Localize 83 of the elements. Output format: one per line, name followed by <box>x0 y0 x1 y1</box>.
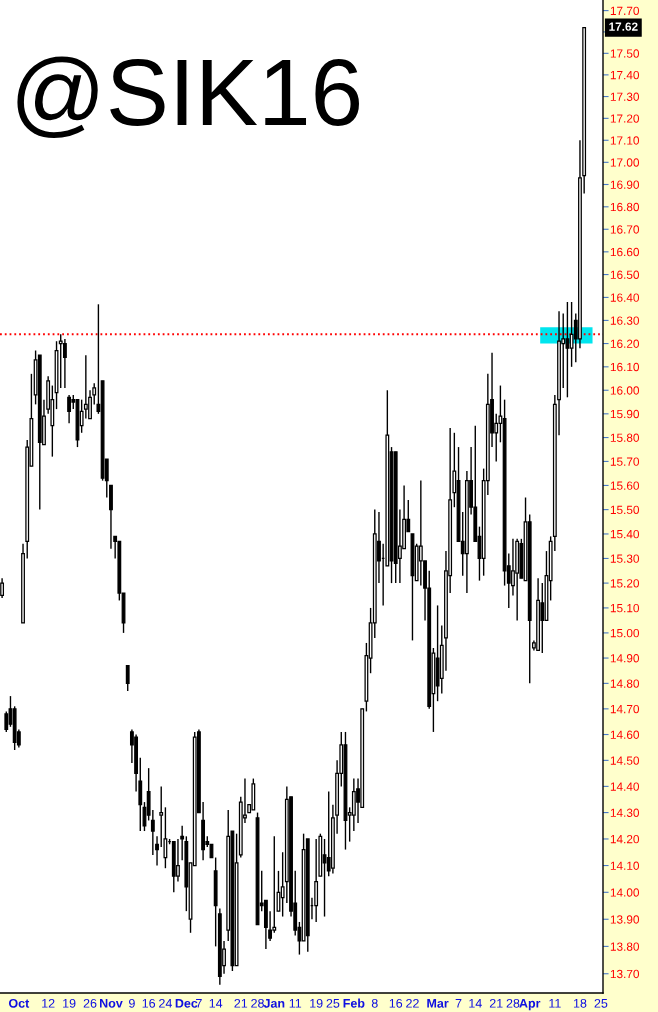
x-tick-label: 18 <box>573 998 587 1008</box>
y-tick-label: 16.90 <box>610 180 640 189</box>
x-tick-label: 12 <box>42 998 55 1008</box>
x-tick-label: 11 <box>549 999 561 1008</box>
x-tick-label: 7 <box>196 999 202 1008</box>
candlestick <box>569 301 574 368</box>
y-tick-label: 15.80 <box>610 433 640 442</box>
x-tick-label: 14 <box>469 999 482 1008</box>
y-tick-label: 16.70 <box>610 225 640 234</box>
y-tick-label: 15.10 <box>610 603 640 613</box>
candlestick <box>418 479 423 587</box>
candlestick <box>125 664 130 692</box>
y-tick-label: 15.20 <box>610 579 640 588</box>
y-tick-label: 16.80 <box>610 202 640 212</box>
x-tick-label: Nov <box>100 999 123 1008</box>
x-tick-label: Mar <box>427 999 449 1008</box>
candlestick <box>326 790 331 877</box>
x-tick-label: Oct <box>8 998 30 1008</box>
y-tick-label: 16.00 <box>610 386 640 395</box>
candlestick <box>565 301 570 399</box>
x-tick-label: 7 <box>455 999 462 1008</box>
x-tick-label: 14 <box>209 999 223 1008</box>
y-tick-label: 14.90 <box>610 654 640 663</box>
y-tick-label: 13.70 <box>610 969 640 979</box>
x-tick-label: Dec <box>175 999 198 1008</box>
x-tick-label: 24 <box>159 998 172 1008</box>
candlestick <box>4 710 9 733</box>
x-tick-label: 8 <box>371 998 378 1008</box>
x-tick-label: 19 <box>310 998 323 1008</box>
y-tick-label: 15.90 <box>610 409 640 419</box>
x-tick-label: 16 <box>142 998 156 1008</box>
y-tick-label: 15.30 <box>610 554 640 563</box>
y-tick-label: 14.80 <box>610 679 640 688</box>
x-tick-label: 19 <box>63 998 76 1008</box>
y-tick-label: 16.10 <box>610 362 640 372</box>
y-tick-label: 14.10 <box>610 861 640 870</box>
x-tick-label: 28 <box>251 998 264 1008</box>
x-tick-label: Apr <box>519 999 541 1011</box>
x-tick-label: 16 <box>389 998 403 1008</box>
y-tick-label: 17.10 <box>610 136 640 145</box>
y-tick-label: 14.20 <box>610 835 640 844</box>
y-tick-label: 16.50 <box>610 270 640 279</box>
y-tick-label: 14.70 <box>610 704 640 714</box>
y-tick-label: 13.90 <box>610 915 640 924</box>
y-tick-label: 16.60 <box>610 247 640 257</box>
y-tick-label: 14.40 <box>610 782 640 791</box>
x-tick-label: 11 <box>289 999 302 1008</box>
y-tick-label: 15.40 <box>610 529 640 539</box>
y-tick-label: 17.50 <box>610 49 640 58</box>
y-tick-label: 13.80 <box>610 942 640 951</box>
annotation: 17.62 <box>609 22 638 31</box>
x-tick-label: 28 <box>506 998 520 1008</box>
y-tick-label: 15.50 <box>610 505 640 515</box>
y-tick-label: 17.30 <box>610 92 640 101</box>
x-tick-label: 26 <box>83 998 97 1008</box>
y-tick-label: 14.00 <box>610 888 640 897</box>
x-tick-label: Feb <box>343 998 365 1008</box>
y-tick-label: 14.30 <box>610 808 640 817</box>
candlestick <box>58 333 63 389</box>
y-tick-label: 15.70 <box>610 457 640 466</box>
x-tick-label: 25 <box>594 998 608 1008</box>
candlestick <box>351 777 356 832</box>
y-tick-label: 16.40 <box>610 293 640 302</box>
candlestick <box>62 338 67 389</box>
y-tick-label: 17.40 <box>610 70 640 80</box>
y-tick-label: 16.30 <box>610 316 640 325</box>
y-tick-label: 14.50 <box>610 756 640 765</box>
x-tick-label: 25 <box>326 998 340 1008</box>
candlestick <box>176 838 180 883</box>
text: @SIK16 <box>17 56 359 139</box>
y-tick-label: 17.20 <box>610 114 640 123</box>
x-tick-label: 21 <box>489 998 503 1008</box>
y-tick-label: 17.00 <box>610 158 640 167</box>
x-tick-label: 21 <box>234 998 248 1008</box>
y-tick-label: 14.60 <box>610 730 640 739</box>
y-tick-label: 15.60 <box>610 481 640 490</box>
y-tick-label: 15.00 <box>610 628 640 638</box>
x-tick-label: 9 <box>129 998 135 1008</box>
x-tick-label: Jan <box>263 999 285 1008</box>
y-tick-label: 17.70 <box>610 6 640 15</box>
candlestick <box>92 382 97 406</box>
y-tick-label: 16.20 <box>610 339 640 348</box>
x-tick-label: 22 <box>406 998 419 1008</box>
